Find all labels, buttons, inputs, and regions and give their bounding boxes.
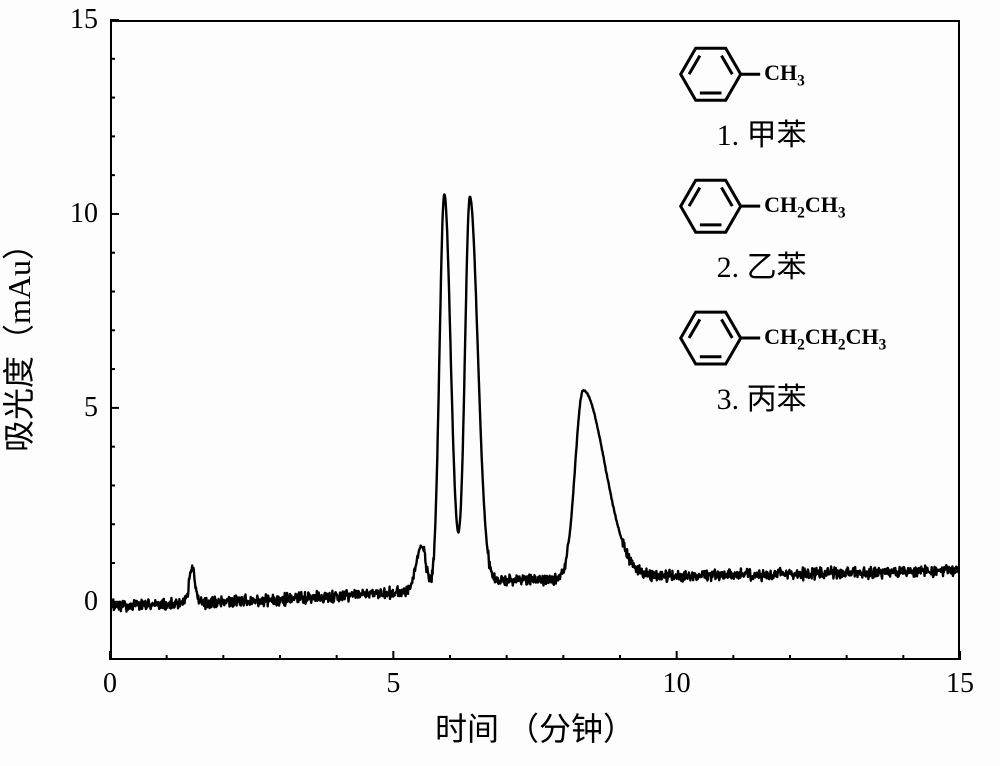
substituent-formula: CH2CH2CH3 <box>764 324 886 354</box>
y-tick-label: 0 <box>84 588 98 616</box>
substituent-formula: CH2CH3 <box>764 192 845 222</box>
legend-label: 2. 乙苯 <box>717 242 807 286</box>
x-tick-label: 10 <box>663 670 691 698</box>
x-tick-label: 0 <box>103 670 117 698</box>
y-axis-title: 吸光度（mAu） <box>0 228 40 452</box>
y-tick-label: 15 <box>70 6 98 34</box>
x-tick-label: 15 <box>946 670 974 698</box>
legend-label: 1. 甲苯 <box>717 110 807 154</box>
substituent-formula: CH3 <box>764 60 805 90</box>
x-tick-label: 5 <box>386 670 400 698</box>
y-tick-label: 10 <box>70 200 98 228</box>
y-tick-label: 5 <box>84 394 98 422</box>
x-axis-title: 时间 （分钟） <box>435 704 635 750</box>
legend-label: 3. 丙苯 <box>717 374 807 418</box>
